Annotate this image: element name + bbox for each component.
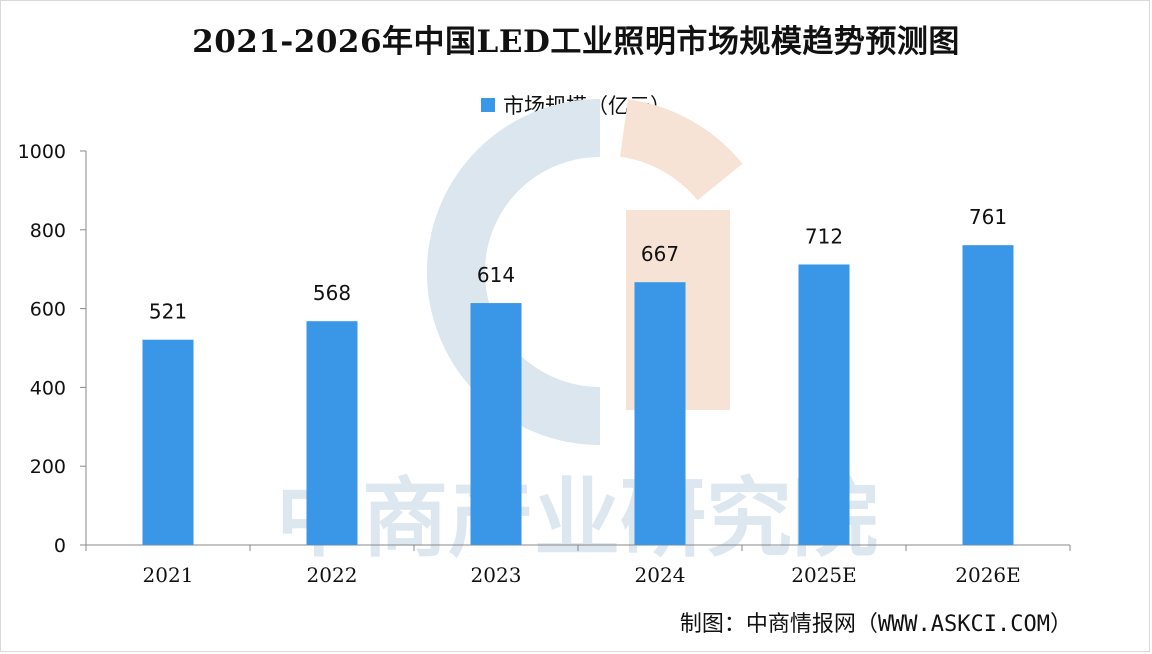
source-note: 制图：中商情报网（WWW.ASKCI.COM）: [679, 612, 1072, 637]
x-tick-label: 2023: [471, 563, 522, 587]
bar-2023: [470, 303, 522, 545]
data-label-2023: 614: [477, 263, 515, 287]
bar-2026E: [962, 245, 1014, 545]
bar-2024: [634, 282, 686, 545]
x-tick-label: 2024: [635, 563, 686, 587]
chart-title: 2021-2026年中国LED工业照明市场规模趋势预测图: [192, 24, 960, 60]
watermark-text: 中商产业研究院: [276, 469, 878, 569]
bars: [142, 245, 1014, 545]
y-tick-label: 800: [30, 220, 66, 242]
logo-watermark-arc-blue: [427, 99, 601, 445]
y-tick-label: 0: [54, 535, 66, 557]
bar-2021: [142, 339, 194, 545]
x-tick-label: 2025E: [791, 563, 857, 587]
axes: 0 200 400 600 800 1000: [18, 141, 1071, 557]
x-tick-label: 2026E: [955, 563, 1021, 587]
logo-watermark-arc-orange: [619, 99, 743, 201]
x-tick-label: 2022: [307, 563, 358, 587]
y-tick-label: 400: [30, 377, 66, 399]
bar-2022: [306, 321, 358, 545]
labels: 2021 521 2022 568 2023 614 2024 667 2025E 712 2026…: [143, 205, 1021, 587]
data-label-2025E: 712: [805, 224, 843, 248]
data-label-2024: 667: [641, 242, 679, 266]
legend-swatch: [481, 98, 495, 112]
bar-2025E: [798, 264, 850, 545]
data-label-2021: 521: [149, 300, 187, 324]
y-tick-label: 1000: [18, 141, 66, 163]
data-label-2022: 568: [313, 281, 351, 305]
y-tick-label: 600: [30, 299, 66, 321]
x-tick-label: 2021: [143, 563, 194, 587]
data-label-2026E: 761: [969, 205, 1007, 229]
y-tick-label: 200: [30, 456, 66, 478]
